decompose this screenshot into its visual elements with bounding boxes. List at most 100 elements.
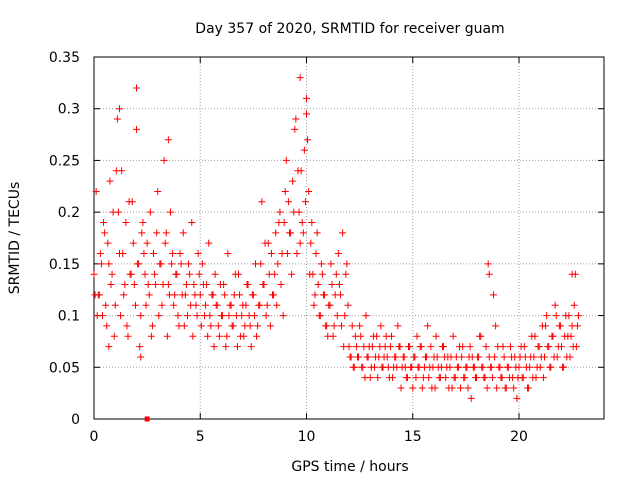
data-point <box>433 353 441 361</box>
data-point <box>210 343 218 351</box>
data-point <box>484 260 492 268</box>
data-point <box>527 353 535 361</box>
data-point <box>318 270 326 278</box>
marker-square <box>144 416 150 422</box>
data-point <box>386 343 394 351</box>
data-point <box>382 332 390 340</box>
data-point <box>194 250 202 258</box>
data-point <box>303 94 310 102</box>
data-point <box>335 281 343 289</box>
y-axis-label: SRMTID / TECUs <box>7 182 23 295</box>
x-tick-label: 10 <box>298 429 316 445</box>
data-point <box>221 291 229 299</box>
data-point <box>343 260 351 268</box>
data-point <box>145 291 153 299</box>
data-point <box>356 322 364 330</box>
data-point <box>246 322 254 330</box>
data-point <box>391 353 399 361</box>
data-point <box>163 332 171 340</box>
data-point <box>362 312 370 320</box>
data-point <box>177 260 185 268</box>
data-point <box>229 322 237 330</box>
data-point <box>346 353 354 361</box>
data-point <box>403 374 411 382</box>
data-point <box>242 301 250 309</box>
data-point <box>556 322 564 330</box>
data-point <box>227 301 235 309</box>
data-point <box>131 301 139 309</box>
data-point <box>550 353 558 361</box>
data-point <box>238 312 246 320</box>
data-point <box>561 332 569 340</box>
data-point <box>119 250 127 258</box>
data-point <box>208 291 216 299</box>
data-point <box>107 281 115 289</box>
data-point <box>331 291 339 299</box>
data-point <box>257 260 265 268</box>
data-point <box>168 260 176 268</box>
data-point <box>100 218 108 226</box>
data-point <box>95 291 103 299</box>
data-point <box>236 291 244 299</box>
data-point <box>432 332 440 340</box>
data-point <box>559 363 567 371</box>
data-point <box>508 353 516 361</box>
data-point <box>552 312 560 320</box>
data-point <box>139 218 147 226</box>
data-point <box>244 281 252 289</box>
data-point <box>104 239 112 247</box>
data-point <box>169 250 177 258</box>
data-point <box>97 260 105 268</box>
data-point <box>284 198 292 206</box>
data-point <box>90 270 98 278</box>
data-point <box>384 363 392 371</box>
data-point <box>376 343 384 351</box>
data-point <box>414 363 422 371</box>
data-point <box>179 229 187 237</box>
data-point <box>393 363 401 371</box>
x-axis: 0 5 10 15 20 <box>90 57 528 445</box>
data-point <box>399 353 407 361</box>
data-point <box>253 332 261 340</box>
data-point <box>543 312 551 320</box>
data-point <box>469 363 477 371</box>
data-point <box>520 343 528 351</box>
data-point <box>144 281 152 289</box>
data-point <box>497 374 505 382</box>
y-tick-label: 0.15 <box>49 257 80 273</box>
data-point <box>395 343 403 351</box>
data-point <box>147 332 155 340</box>
data-point <box>137 353 145 361</box>
data-point <box>129 239 137 247</box>
y-tick-label: 0 <box>71 412 80 428</box>
data-point <box>152 281 160 289</box>
data-point <box>148 322 156 330</box>
y-axis: 0 0.05 0.1 0.15 0.2 0.25 0.3 0.35 <box>49 50 604 428</box>
data-point <box>155 312 163 320</box>
data-point <box>444 353 452 361</box>
x-axis-label: GPS time / hours <box>291 459 408 475</box>
data-point <box>297 167 305 175</box>
y-tick-label: 0.25 <box>49 153 80 169</box>
data-point <box>287 229 295 237</box>
data-point <box>113 115 121 123</box>
data-point <box>548 332 556 340</box>
data-point <box>344 301 352 309</box>
data-point <box>305 187 313 195</box>
data-point <box>569 343 577 351</box>
data-point <box>378 363 386 371</box>
data-point <box>125 198 133 206</box>
data-point <box>266 322 274 330</box>
data-point <box>374 374 382 382</box>
data-point <box>488 374 496 382</box>
data-point <box>483 384 491 392</box>
data-point <box>348 322 356 330</box>
data-point <box>295 208 303 216</box>
data-point <box>223 332 231 340</box>
data-point <box>389 374 397 382</box>
data-point <box>372 353 380 361</box>
data-point <box>332 270 340 278</box>
data-point <box>480 374 488 382</box>
data-point <box>102 301 110 309</box>
